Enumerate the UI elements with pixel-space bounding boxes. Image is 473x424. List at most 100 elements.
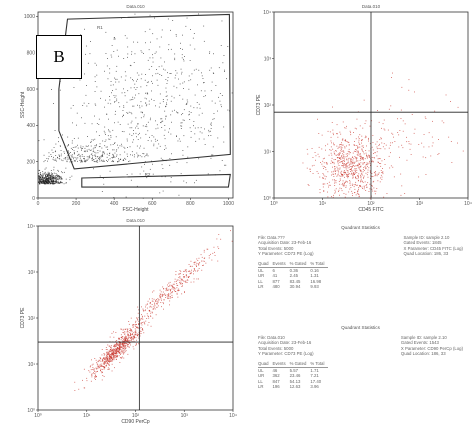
data-point: [196, 107, 198, 109]
data-point: [347, 175, 349, 177]
data-point: [344, 164, 346, 166]
data-point: [110, 351, 111, 353]
data-point: [130, 333, 132, 334]
data-point: [94, 76, 96, 78]
data-point: [52, 182, 54, 184]
data-point: [188, 111, 190, 113]
data-point: [56, 181, 57, 183]
data-point: [58, 183, 60, 184]
data-point: [176, 136, 177, 137]
data-point: [198, 138, 200, 140]
data-point: [103, 357, 105, 359]
data-point: [146, 126, 148, 128]
data-point: [359, 134, 361, 136]
data-point: [149, 302, 151, 303]
data-point: [200, 127, 202, 129]
data-point: [212, 146, 214, 148]
data-point: [338, 154, 340, 156]
data-point: [330, 162, 332, 164]
data-point: [183, 280, 185, 282]
data-point: [106, 113, 108, 115]
data-point: [322, 160, 324, 162]
data-point: [55, 180, 57, 182]
data-point: [134, 83, 136, 85]
data-point: [339, 144, 340, 146]
data-point: [360, 173, 362, 175]
data-point: [94, 377, 95, 379]
data-point: [109, 351, 111, 352]
data-point: [126, 37, 128, 39]
data-point: [154, 17, 155, 19]
data-point: [93, 150, 94, 152]
data-point: [361, 140, 363, 142]
data-point: [43, 178, 45, 180]
data-point: [61, 176, 62, 178]
data-point: [114, 349, 116, 351]
data-point: [324, 183, 326, 185]
data-point: [159, 295, 161, 297]
data-point: [40, 181, 41, 183]
data-point: [113, 157, 114, 158]
data-point: [132, 325, 134, 327]
data-point: [344, 163, 346, 165]
data-point: [380, 163, 382, 164]
data-point: [47, 172, 49, 174]
data-point: [337, 174, 339, 176]
data-point: [326, 163, 328, 165]
data-point: [375, 174, 377, 176]
data-point: [95, 104, 97, 106]
data-point: [333, 161, 335, 163]
data-point: [355, 178, 357, 180]
data-point: [357, 167, 359, 169]
data-point: [371, 185, 373, 186]
data-point: [353, 163, 355, 164]
data-point: [190, 136, 192, 138]
data-point: [134, 331, 136, 333]
data-point: [95, 375, 96, 376]
data-point: [107, 161, 108, 162]
data-point: [123, 340, 125, 342]
data-point: [167, 297, 169, 299]
data-point: [357, 147, 358, 149]
data-point: [341, 151, 343, 152]
data-point: [374, 193, 376, 195]
data-point: [123, 105, 125, 107]
data-point: [155, 314, 157, 316]
data-point: [73, 150, 75, 152]
data-point: [115, 350, 117, 352]
data-point: [57, 169, 59, 171]
data-point: [133, 62, 135, 63]
data-point: [130, 65, 132, 67]
data-point: [365, 150, 367, 151]
data-point: [43, 172, 45, 174]
data-point: [343, 185, 345, 187]
table-row: UR 41 2.45 1.31: [258, 273, 328, 279]
data-point: [213, 113, 215, 114]
data-point: [154, 305, 156, 307]
data-point: [360, 165, 362, 167]
data-point: [360, 170, 362, 172]
data-point: [339, 152, 340, 154]
data-point: [130, 122, 132, 124]
data-point: [201, 132, 203, 134]
data-point: [101, 354, 103, 356]
data-point: [368, 137, 369, 139]
data-point: [129, 330, 131, 331]
data-point: [113, 349, 115, 351]
data-point: [116, 347, 118, 349]
data-point: [167, 286, 169, 287]
data-point: [359, 167, 360, 169]
data-point: [148, 68, 150, 70]
data-point: [105, 357, 107, 359]
data-point: [94, 81, 96, 82]
data-point: [150, 117, 151, 119]
table-cell: 54.13: [289, 378, 301, 384]
data-point: [99, 146, 101, 147]
data-point: [92, 151, 94, 153]
data-point: [44, 183, 46, 185]
data-point: [146, 153, 148, 155]
data-point: [71, 140, 73, 142]
data-point: [341, 157, 343, 159]
data-point: [358, 162, 360, 164]
data-point: [114, 367, 115, 369]
